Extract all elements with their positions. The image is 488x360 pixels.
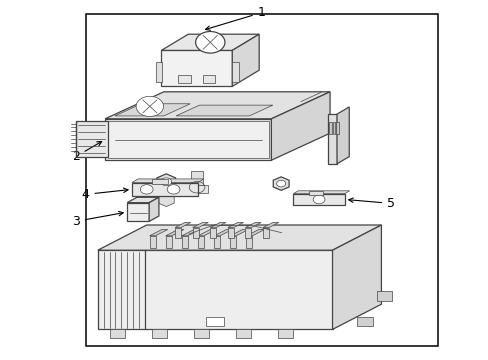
- Bar: [206, 317, 224, 326]
- Polygon shape: [210, 222, 225, 228]
- Bar: [107, 121, 268, 158]
- Polygon shape: [115, 104, 190, 116]
- Bar: [132, 183, 198, 196]
- Bar: [105, 119, 271, 160]
- Bar: [192, 228, 198, 238]
- Circle shape: [195, 32, 224, 53]
- Polygon shape: [176, 105, 272, 116]
- Polygon shape: [158, 193, 174, 207]
- Polygon shape: [182, 230, 200, 236]
- Bar: [245, 228, 251, 238]
- Bar: [263, 228, 268, 238]
- Circle shape: [167, 185, 180, 194]
- Bar: [149, 236, 155, 248]
- Polygon shape: [273, 177, 288, 190]
- Bar: [230, 236, 236, 248]
- Bar: [98, 250, 332, 329]
- Polygon shape: [161, 34, 259, 50]
- Bar: [246, 236, 252, 248]
- Polygon shape: [175, 222, 190, 228]
- Circle shape: [136, 96, 163, 117]
- Text: 3: 3: [72, 211, 123, 228]
- Text: 2: 2: [72, 141, 102, 163]
- Bar: [161, 50, 232, 86]
- Polygon shape: [105, 92, 329, 119]
- Bar: [203, 75, 215, 83]
- Bar: [214, 236, 220, 248]
- Bar: [336, 122, 339, 134]
- Bar: [328, 122, 331, 134]
- Bar: [198, 236, 203, 248]
- Polygon shape: [157, 174, 175, 190]
- Polygon shape: [132, 179, 203, 183]
- Polygon shape: [149, 230, 167, 236]
- Polygon shape: [227, 222, 243, 228]
- Polygon shape: [214, 230, 232, 236]
- Bar: [356, 317, 372, 326]
- Bar: [232, 62, 238, 82]
- Bar: [327, 114, 336, 164]
- Polygon shape: [246, 230, 264, 236]
- Polygon shape: [232, 34, 259, 86]
- Circle shape: [140, 185, 153, 194]
- Bar: [110, 329, 124, 338]
- Polygon shape: [149, 197, 159, 221]
- Polygon shape: [230, 230, 248, 236]
- Bar: [236, 329, 250, 338]
- Text: 4: 4: [81, 188, 128, 201]
- Polygon shape: [245, 222, 261, 228]
- Text: 1: 1: [205, 6, 265, 30]
- Polygon shape: [263, 222, 278, 228]
- Polygon shape: [332, 225, 381, 329]
- Circle shape: [312, 195, 324, 204]
- Bar: [308, 191, 323, 195]
- Bar: [175, 228, 181, 238]
- Bar: [278, 329, 292, 338]
- Circle shape: [161, 178, 171, 186]
- Bar: [182, 236, 187, 248]
- Polygon shape: [293, 191, 349, 194]
- Bar: [155, 62, 162, 82]
- Bar: [178, 75, 190, 83]
- Bar: [188, 185, 207, 193]
- Polygon shape: [98, 225, 381, 250]
- Polygon shape: [271, 92, 329, 160]
- Bar: [194, 329, 208, 338]
- Bar: [127, 203, 149, 221]
- Polygon shape: [127, 197, 159, 203]
- Circle shape: [276, 180, 285, 187]
- Bar: [165, 236, 171, 248]
- Polygon shape: [165, 230, 183, 236]
- Bar: [376, 291, 391, 301]
- Polygon shape: [336, 107, 348, 164]
- Bar: [293, 194, 344, 205]
- Bar: [85, 14, 437, 346]
- Bar: [227, 228, 233, 238]
- Bar: [151, 179, 168, 184]
- Polygon shape: [192, 222, 208, 228]
- Bar: [332, 122, 335, 134]
- Bar: [76, 121, 107, 157]
- Bar: [190, 171, 203, 185]
- Bar: [210, 228, 216, 238]
- Bar: [98, 250, 144, 329]
- Polygon shape: [198, 230, 216, 236]
- Text: 5: 5: [348, 197, 394, 210]
- Bar: [152, 329, 166, 338]
